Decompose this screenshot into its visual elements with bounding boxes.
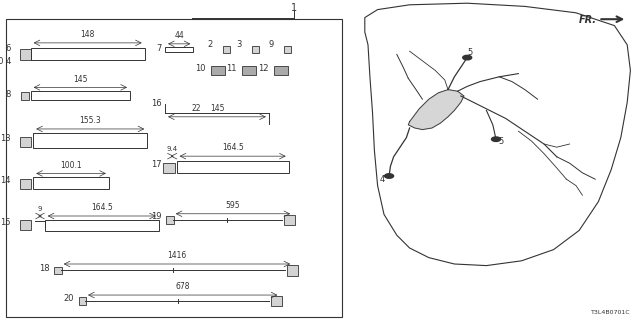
Bar	[284, 46, 291, 53]
Text: 18: 18	[39, 264, 50, 273]
Bar	[211, 66, 225, 75]
Text: 2: 2	[208, 40, 213, 49]
Text: 3: 3	[237, 40, 242, 49]
Text: 9: 9	[269, 40, 274, 49]
Bar	[252, 46, 259, 53]
Bar	[33, 177, 109, 189]
Text: 8: 8	[6, 90, 11, 99]
Text: 16: 16	[150, 99, 161, 108]
Bar	[274, 66, 288, 75]
Text: T3L4B0701C: T3L4B0701C	[591, 309, 630, 315]
Text: 19: 19	[151, 212, 161, 221]
Text: 595: 595	[226, 201, 240, 210]
Bar	[45, 220, 159, 231]
Polygon shape	[408, 90, 464, 130]
Bar	[242, 66, 256, 75]
Text: 678: 678	[175, 282, 190, 291]
Bar	[20, 179, 31, 189]
Text: 6: 6	[6, 44, 11, 53]
Text: 5: 5	[467, 48, 472, 57]
Bar	[166, 216, 174, 224]
Text: 9.4: 9.4	[166, 146, 178, 152]
Bar	[20, 137, 31, 147]
Text: 148: 148	[81, 30, 95, 39]
Bar	[31, 48, 145, 60]
Text: 15: 15	[1, 218, 11, 227]
Text: 20: 20	[63, 294, 74, 303]
Text: 17: 17	[150, 160, 161, 169]
Bar	[20, 49, 31, 60]
Text: 13: 13	[0, 134, 11, 143]
Text: 14: 14	[1, 176, 11, 185]
Bar	[163, 163, 175, 173]
Bar	[165, 47, 193, 52]
Bar	[54, 267, 62, 274]
Text: 10: 10	[196, 64, 206, 73]
Text: 5: 5	[498, 137, 503, 146]
Text: 145: 145	[73, 75, 88, 84]
Text: 164.5: 164.5	[91, 203, 113, 212]
Text: 10 4: 10 4	[0, 57, 11, 66]
Text: 12: 12	[259, 64, 269, 73]
Bar	[79, 297, 86, 305]
Text: 100.1: 100.1	[60, 161, 82, 170]
Bar	[284, 215, 295, 225]
Circle shape	[385, 174, 394, 178]
Bar	[177, 161, 289, 173]
Bar	[287, 265, 298, 276]
Text: 22: 22	[192, 104, 202, 113]
Bar	[6, 19, 342, 317]
Text: 1416: 1416	[167, 251, 187, 260]
Text: 1: 1	[291, 3, 298, 13]
Circle shape	[463, 55, 472, 60]
Text: 145: 145	[210, 104, 224, 113]
Bar	[21, 92, 29, 100]
Text: FR.: FR.	[579, 15, 597, 26]
Bar	[223, 46, 230, 53]
Bar	[20, 220, 31, 230]
Text: 44: 44	[174, 31, 184, 40]
Text: 7: 7	[156, 44, 161, 53]
Text: 164.5: 164.5	[222, 143, 243, 152]
Text: 9: 9	[38, 206, 42, 212]
Circle shape	[492, 137, 500, 141]
Text: 4: 4	[380, 175, 385, 184]
Bar	[33, 133, 147, 148]
Text: 11: 11	[227, 64, 237, 73]
Bar	[31, 91, 130, 100]
Text: 155.3: 155.3	[79, 116, 101, 125]
Bar	[271, 296, 282, 306]
